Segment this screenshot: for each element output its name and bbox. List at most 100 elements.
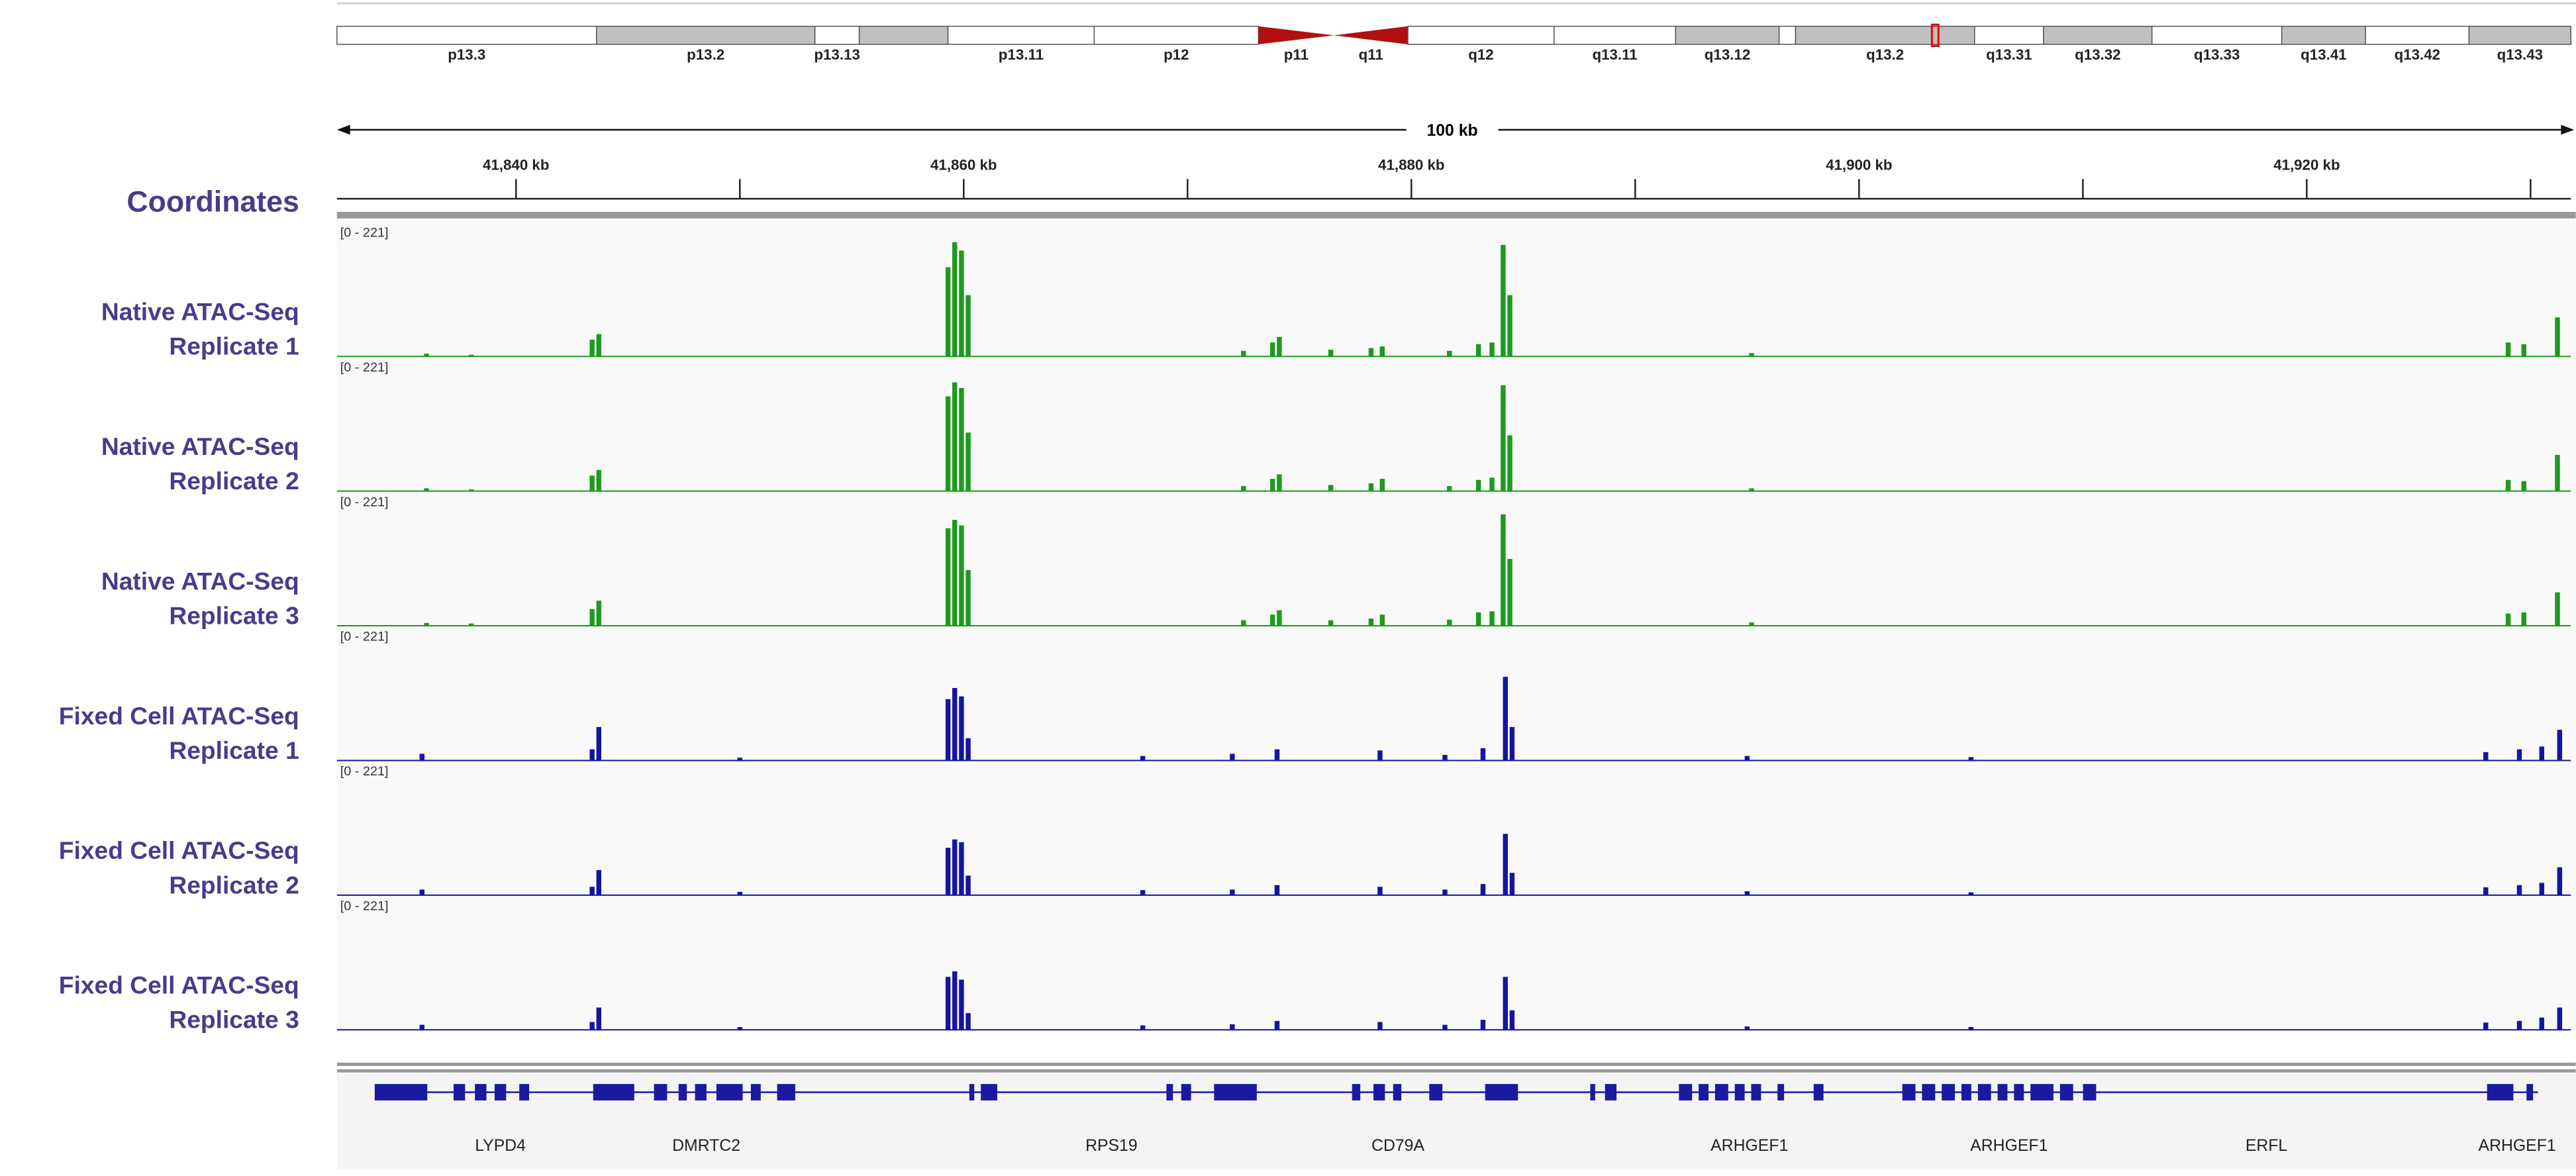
signal-bar [1507,295,1512,357]
signal-bar [952,688,958,761]
band [1974,25,2044,45]
band [595,25,816,45]
signal-bar [952,242,958,357]
band-label: q13.42 [2395,46,2440,63]
signal-bar [1368,483,1374,491]
separator [336,211,2576,219]
signal-bar [589,749,595,761]
signal-bar [2521,612,2526,626]
exon [1393,1084,1402,1101]
signal-bar [1270,342,1275,357]
separator [336,1069,2576,1073]
exon [593,1084,634,1101]
signal-bar [589,609,595,626]
signal-bar [952,520,958,626]
exon [1214,1084,1257,1101]
band [336,25,597,45]
signal-bar [945,977,951,1030]
band [2281,25,2366,45]
signal-bar [2539,1017,2545,1030]
signal-bar [468,623,474,626]
signal-bar [596,601,602,626]
signal-bar [2483,1022,2489,1030]
signal-bar [959,842,964,895]
exon [678,1084,687,1101]
signal-bar [966,1012,971,1030]
signal-bar [1368,618,1374,626]
exon [1699,1084,1709,1101]
signal-bar [1328,350,1334,357]
signal-bar [2521,344,2526,357]
signal-bar [2505,342,2511,357]
signal-bar [1968,1027,1974,1030]
band-label: q13.11 [1592,46,1637,63]
signal-bar [589,475,595,491]
exon [777,1084,795,1101]
band [1675,25,1780,45]
signal-bar [1377,887,1383,895]
signal-bar [1379,346,1385,357]
exon [2059,1084,2073,1101]
signal-bar [1377,750,1383,761]
track-label: Replicate 2 [169,467,299,495]
signal-bar [1489,342,1495,357]
signal-bar [424,622,429,626]
exon [2487,1084,2514,1101]
signal-bar [1447,619,1452,626]
signal-bar [419,754,424,761]
signal-bar [1501,244,1506,357]
signal-bar [424,354,429,357]
ideogram: p13.3 p13.2 p13.13 p13.11 p12 p11 q11 q12 q13.11… [336,23,2571,63]
band [2468,25,2571,45]
signal-bar [589,887,595,895]
signal-bar [596,1007,602,1030]
signal-bar [1744,756,1750,761]
tick-label: 41,900 kb [1826,156,1892,173]
signal-bar [1475,612,1481,626]
signal-bar [1140,1025,1146,1030]
exon [1997,1084,2008,1101]
signal-bar [1241,620,1246,626]
track-label: Replicate 1 [169,736,299,764]
centromere [1258,26,1334,44]
exon [1181,1084,1191,1101]
exon [519,1084,530,1101]
signal-bar [1241,350,1246,357]
signal-bar [2555,592,2560,626]
scale-bar: 100 kb [336,118,2575,142]
signal-bar [1501,514,1506,626]
signal-bar [2516,1020,2522,1030]
band-label: p13.3 [448,46,485,63]
signal-bar [1328,485,1334,491]
signal-bar [1749,353,1754,357]
signal-bar [596,334,602,357]
signal-bar [468,489,474,491]
signal-bar [945,396,951,491]
gene-label: ARHGEF1 [1970,1137,2048,1155]
gene-label: RPS19 [1085,1137,1138,1155]
signal-bar [959,387,964,491]
exon [1714,1084,1728,1101]
signal-bar [1480,748,1486,761]
signal-bar [945,267,951,357]
signal-bar [2505,479,2511,491]
band-label: q13.12 [1705,46,1750,63]
track-label: Native ATAC-Seq [101,567,299,595]
signal-bar [1447,350,1452,357]
signal-bar [1328,620,1334,626]
signal-bar [1274,749,1280,761]
gene-label: LYPD4 [475,1137,526,1155]
signal-bar [966,875,971,895]
signal-bar [1274,885,1280,895]
exon [1734,1084,1745,1101]
signal-bar [1447,486,1452,491]
exon [1485,1084,1518,1101]
signal-bar [1968,892,1974,895]
exon [716,1084,743,1101]
signal-bar [1507,559,1512,626]
signal-bar [2483,887,2489,895]
band-label: q12 [1468,46,1493,63]
exon [1942,1084,1956,1101]
track-label: Replicate 1 [169,332,299,360]
